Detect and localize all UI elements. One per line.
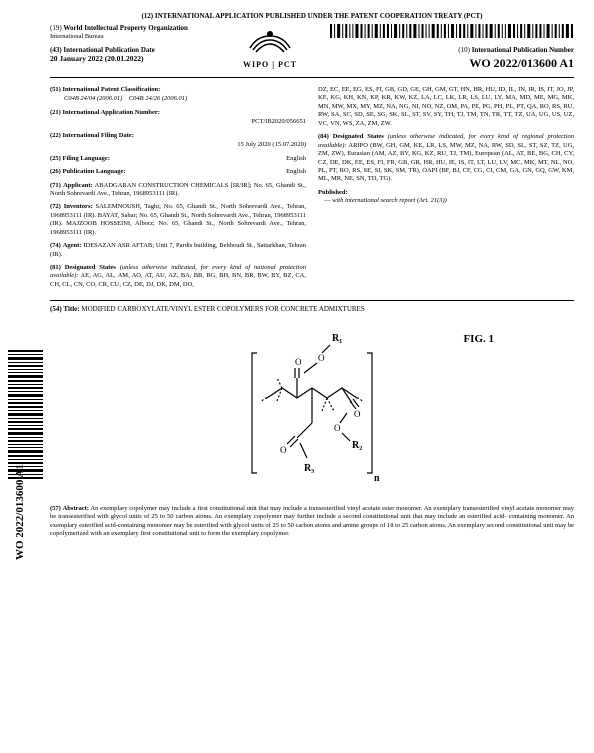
title-label: Title: xyxy=(63,305,79,313)
field-25: (25) Filing Language: English xyxy=(50,155,306,163)
figure-area: FIG. 1 O O O O xyxy=(50,323,574,495)
pubnum-label: International Publication Number xyxy=(472,46,574,54)
header-block: (19) World Intellectual Property Organiz… xyxy=(50,24,574,78)
svg-text:O: O xyxy=(280,445,287,455)
f81-val: AE, AG, AL, AM, AO, AT, AU, AZ, BA, BB, … xyxy=(50,272,306,287)
f84-val: ARIPO (BW, GH, GM, KE, LR, LS, MW, MZ, N… xyxy=(318,142,574,183)
org-num: (19) xyxy=(50,24,62,32)
f26-label: Publication Language: xyxy=(62,168,125,175)
field-74: (74) Agent: IDESAZAN ASR AFTAB; Unit 7, … xyxy=(50,242,306,259)
field-26: (26) Publication Language: English xyxy=(50,168,306,176)
f26-num: (26) xyxy=(50,168,61,175)
f25-label: Filing Language: xyxy=(62,155,110,162)
f71-num: (71) xyxy=(50,182,61,189)
fig-n: n xyxy=(374,473,380,484)
abstract-num: (57) xyxy=(50,505,61,512)
right-column: DZ, EC, EE, EG, ES, FI, GB, GD, GE, GH, … xyxy=(318,86,574,294)
f74-num: (74) xyxy=(50,242,61,249)
field-84: (84) Designated States (unless otherwise… xyxy=(318,133,574,184)
f84-label: Designated States xyxy=(333,133,384,140)
pubnum: WO 2022/013600 A1 xyxy=(330,56,574,71)
f22-num: (22) xyxy=(50,132,61,139)
f22-label: International Filing Date: xyxy=(62,132,134,139)
published-section: Published: — with international search r… xyxy=(318,189,574,206)
org-name: World Intellectual Property Organization xyxy=(63,24,188,32)
f22-val: 15 July 2020 (15.07.2020) xyxy=(64,141,306,149)
f81-continuation: DZ, EC, EE, EG, ES, FI, GB, GD, GE, GH, … xyxy=(318,86,574,128)
figure-label: FIG. 1 xyxy=(463,333,494,345)
fig-r3: R₃ xyxy=(304,463,314,474)
svg-text:O: O xyxy=(295,357,302,367)
f21-label: International Application Number: xyxy=(62,109,160,116)
f51-val2: C04B 24/26 (2006.01) xyxy=(129,95,187,102)
f81-label: Designated States xyxy=(65,264,116,271)
fig-r1: R₁ xyxy=(332,333,342,344)
abstract-text: An exemplary copolymer may include a fir… xyxy=(50,505,574,536)
f74-label: Agent: xyxy=(63,242,82,249)
title-section: (54) Title: MODIFIED CARBOXYLATE/VINYL E… xyxy=(50,300,574,313)
svg-text:O: O xyxy=(354,409,361,419)
pubdate-num: (43) xyxy=(50,46,62,54)
f21-num: (21) xyxy=(50,109,61,116)
barcode-top-icon xyxy=(330,24,574,38)
f51-label: International Patent Classification: xyxy=(62,86,160,93)
field-81: (81) Designated States (unless otherwise… xyxy=(50,264,306,289)
published-label: Published: xyxy=(318,189,348,196)
bureau: International Bureau xyxy=(50,33,220,40)
f72-label: Inventors: xyxy=(64,203,93,210)
pubdate-label: International Publication Date xyxy=(63,46,154,54)
field-71: (71) Applicant: ABADGARAN CONSTRUCTION C… xyxy=(50,182,306,199)
f25-num: (25) xyxy=(50,155,61,162)
header-left: (19) World Intellectual Property Organiz… xyxy=(50,24,220,63)
f21-val: PCT/IB2020/056651 xyxy=(64,118,306,126)
field-21: (21) International Application Number: P… xyxy=(50,109,306,127)
f26-val: English xyxy=(286,168,306,176)
content-columns: (51) International Patent Classification… xyxy=(50,86,574,294)
wipo-logo-icon xyxy=(245,28,295,56)
header-right: (10) International Publication Number WO… xyxy=(320,24,574,71)
field-22: (22) International Filing Date: 15 July … xyxy=(50,132,306,150)
title-text: MODIFIED CARBOXYLATE/VINYL ESTER COPOLYM… xyxy=(81,305,364,313)
chemical-structure-icon: O O O O O R₁ R₂ R₃ n xyxy=(222,323,402,493)
f51-val1: C04B 24/04 (2006.01) xyxy=(64,95,122,102)
f81-num: (81) xyxy=(50,264,61,271)
svg-text:O: O xyxy=(334,423,341,433)
svg-text:O: O xyxy=(318,353,325,363)
abstract-section: (57) Abstract: An exemplary copolymer ma… xyxy=(50,505,574,538)
treaty-header: (12) INTERNATIONAL APPLICATION PUBLISHED… xyxy=(50,12,574,20)
fig-r2: R₂ xyxy=(352,440,362,451)
f51-num: (51) xyxy=(50,86,61,93)
left-column: (51) International Patent Classification… xyxy=(50,86,306,294)
header-center: WIPO | PCT xyxy=(220,24,320,69)
wipo-text: WIPO | PCT xyxy=(220,60,320,69)
title-num: (54) xyxy=(50,305,62,313)
pubdate: 20 January 2022 (20.01.2022) xyxy=(50,54,220,63)
f25-val: English xyxy=(286,155,306,163)
f71-label: Applicant: xyxy=(63,182,93,189)
pubnum-num: (10) xyxy=(458,46,470,54)
published-item: with international search report (Art. 2… xyxy=(332,197,447,204)
f84-num: (84) xyxy=(318,133,329,140)
abstract-label: Abstract: xyxy=(63,505,89,512)
f74-val: IDESAZAN ASR AFTAB; Unit 7, Pardis build… xyxy=(50,242,306,257)
f72-num: (72) xyxy=(50,203,61,210)
side-pubnum: WO 2022/013600 A1 xyxy=(14,464,26,560)
field-72: (72) Inventors: SALEMNOUSH, Taghi; No. 6… xyxy=(50,203,306,237)
field-51: (51) International Patent Classification… xyxy=(50,86,306,104)
